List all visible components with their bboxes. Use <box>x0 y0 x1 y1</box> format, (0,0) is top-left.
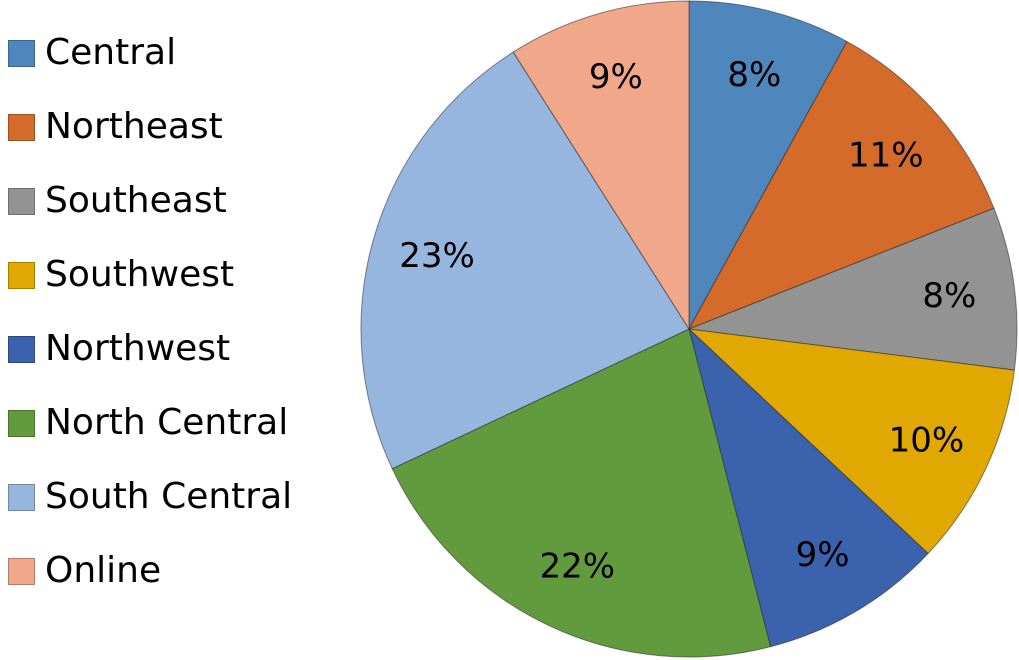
legend-swatch <box>8 113 35 141</box>
data-label: 9% <box>589 57 643 97</box>
legend-label: Central <box>45 32 177 73</box>
legend-item: Northwest <box>8 312 338 386</box>
legend-swatch <box>8 483 35 511</box>
data-label: 9% <box>796 535 850 575</box>
data-label: 23% <box>399 236 475 276</box>
data-label: 8% <box>922 276 976 316</box>
data-label: 8% <box>727 55 781 95</box>
legend-swatch <box>8 557 35 585</box>
pie-slice-southeast <box>688 207 1018 371</box>
legend-item: North Central <box>8 386 338 460</box>
legend-swatch <box>8 335 35 363</box>
legend-item: Northeast <box>8 90 338 164</box>
legend-label: Southwest <box>45 254 235 295</box>
pie-slice-central <box>688 0 848 330</box>
data-label: 22% <box>540 546 616 586</box>
pie-slice-south-central <box>360 51 690 470</box>
pie-slice-southwest <box>687 328 1015 555</box>
data-label: 11% <box>848 136 924 176</box>
legend-label: Northeast <box>45 106 223 147</box>
legend-swatch <box>8 39 35 67</box>
data-label: 10% <box>889 421 965 461</box>
pie-slice-northeast <box>687 40 995 330</box>
pie-plot: 8% 11% 8% 10% 9% 22% 23% 9% <box>360 0 1018 658</box>
pie-slice-online <box>512 0 690 331</box>
legend-label: South Central <box>45 476 293 517</box>
legend-label: Northwest <box>45 328 231 369</box>
legend-item: Online <box>8 534 338 608</box>
legend-item: Southeast <box>8 164 338 238</box>
legend-label: Southeast <box>45 180 227 221</box>
pie-area: 8% 11% 8% 10% 9% 22% 23% 9% <box>330 0 1019 660</box>
legend-swatch <box>8 187 35 215</box>
legend-item: Central <box>8 16 338 90</box>
legend-label: North Central <box>45 402 289 443</box>
legend-swatch <box>8 261 35 289</box>
legend: Central Northeast Southeast Southwest Northw… <box>8 16 338 608</box>
pie-slice-northwest <box>688 327 929 648</box>
pie-slice-north-central <box>391 328 772 658</box>
legend-item: Southwest <box>8 238 338 312</box>
legend-swatch <box>8 409 35 437</box>
legend-item: South Central <box>8 460 338 534</box>
legend-label: Online <box>45 550 162 591</box>
